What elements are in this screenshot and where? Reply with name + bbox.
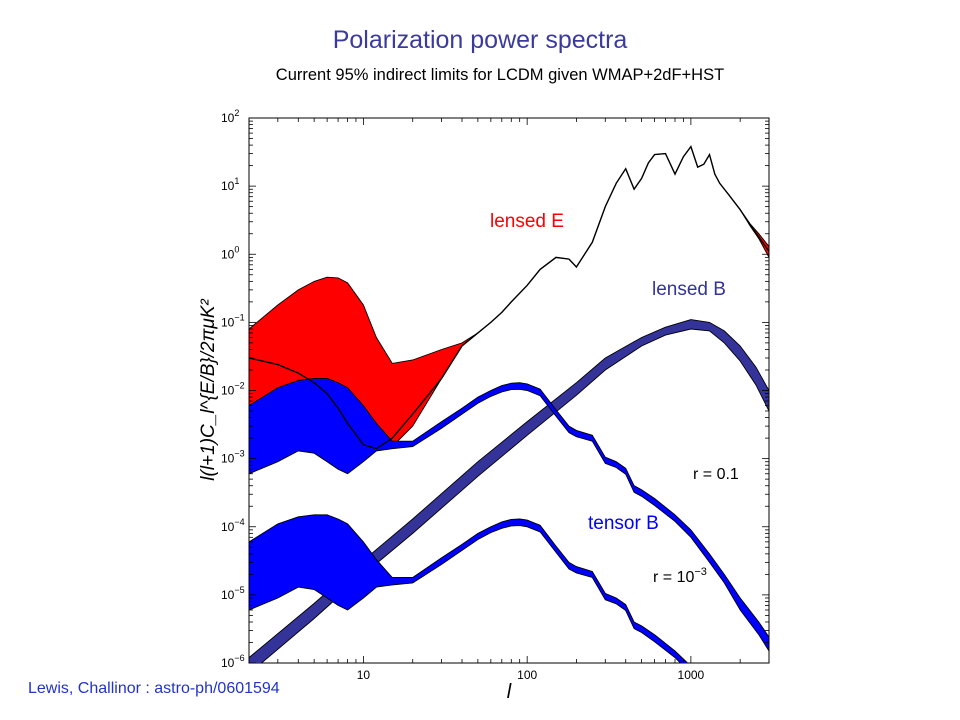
citation-credit: Lewis, Challinor : astro-ph/0601594 [28, 680, 280, 697]
x-tick-label: 10 [357, 668, 371, 682]
band-layer [249, 145, 769, 663]
y-tick-label: 10−1 [221, 312, 245, 329]
band-lensed-b [249, 319, 769, 663]
slide-title: Polarization power spectra [332, 26, 628, 54]
x-tick-label: 100 [517, 668, 537, 682]
y-tick-label: 10−2 [221, 381, 245, 398]
x-tick-label: 1000 [678, 668, 705, 682]
y-tick-label: 10−4 [221, 517, 245, 534]
y-tick-label: 102 [221, 108, 239, 125]
annotation-r-1e-3-base: r = 10 [653, 569, 694, 586]
annotation-r-0-1: r = 0.1 [693, 466, 739, 483]
y-tick-label: 10−5 [221, 585, 245, 602]
y-tick-label: 100 [221, 244, 239, 261]
line-fiducial-e [249, 145, 769, 450]
x-axis-label: l [507, 681, 512, 703]
annotation-tensor-b: tensor B [588, 513, 659, 534]
slide-subtitle: Current 95% indirect limits for LCDM giv… [275, 66, 725, 84]
x-axis-ticks: 10 100 1000 [248, 118, 770, 682]
annotation-r-1e-3-exp: −3 [694, 566, 707, 578]
band-tensor-b-r-10 [249, 514, 689, 663]
y-axis-ticks: 102 101 100 10−1 10−2 10−3 10−4 10−5 10−6 [221, 108, 769, 670]
y-tick-label: 10−3 [221, 449, 245, 466]
line-layer [249, 145, 769, 450]
annotation-lensed-b: lensed B [652, 279, 726, 300]
y-tick-label: 10−6 [221, 653, 245, 670]
y-axis-label: l(l+1)C_l^{E/B}/2πμK² [198, 299, 219, 481]
annotation-lensed-e: lensed E [490, 211, 564, 232]
annotation-r-1e-3: r = 10−3 [653, 566, 707, 586]
y-tick-label: 101 [221, 176, 239, 193]
